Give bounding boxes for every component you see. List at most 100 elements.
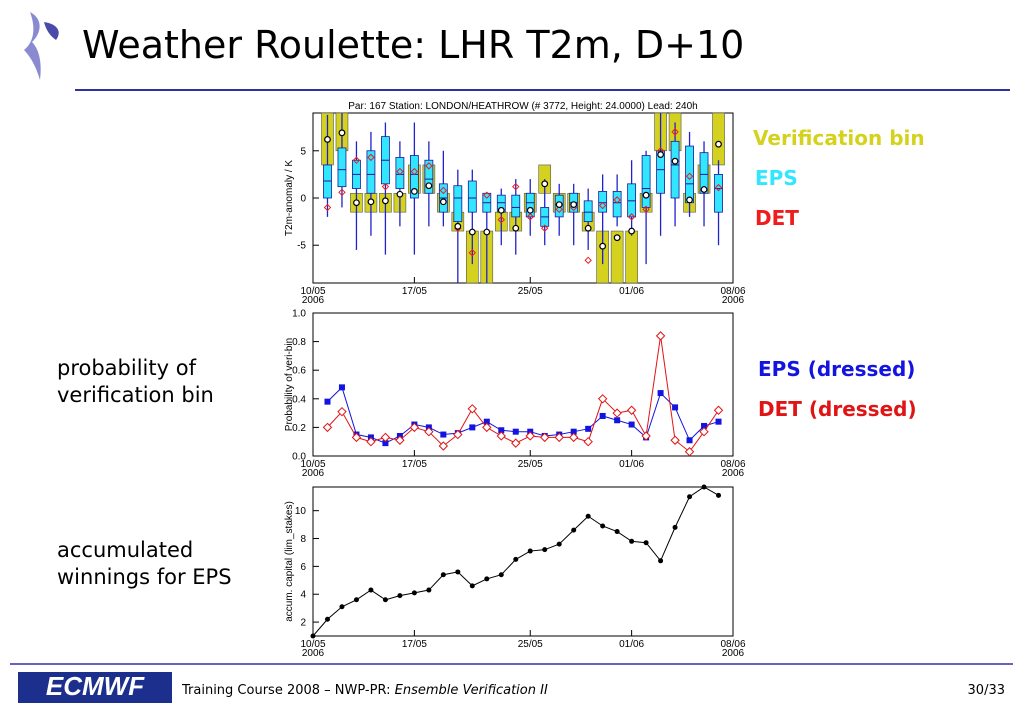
marker-diamond [525,431,535,441]
marker-diamond [554,432,564,443]
bird-wing [24,12,41,80]
marker-square [382,440,389,447]
eps-box [424,159,434,194]
marker-circle [614,529,620,535]
det-marker [483,191,491,199]
legend-eps: EPS [755,166,798,190]
marker-square [324,398,331,405]
y-tick-label: 1.0 [292,309,306,320]
eps-box [395,156,405,189]
marker-diamond [612,408,622,418]
det-marker [642,205,650,214]
x-tick-label: 10/05 [300,286,325,297]
marker-diamond [467,404,478,414]
det-marker [526,213,534,221]
marker-circle [658,558,664,564]
x-year-label: 2006 [722,295,745,306]
y-tick-label: 0 [300,194,306,205]
footer-course-text: Training Course 2008 – NWP-PR: [181,683,395,698]
marker-square [686,437,693,444]
y-tick-label: -5 [297,241,306,252]
observation [483,228,491,236]
marker-square [469,424,476,431]
y-tick-label: 0.0 [292,452,306,463]
x-tick-label: 10/05 [300,639,325,650]
verification-bin [610,230,624,284]
observation [526,206,534,214]
marker-square [483,418,490,425]
observation [439,198,447,206]
eps-box [467,180,477,213]
marker-diamond [699,426,709,437]
marker-circle [687,494,693,500]
observation [642,191,650,199]
det-marker [425,162,433,170]
marker-diamond [540,432,550,443]
y-tick-label: 10 [295,506,307,517]
marker-diamond [424,426,434,437]
observation [425,182,433,190]
y-tick-label: 4 [300,590,306,601]
eps-box [453,185,463,223]
observation [338,129,346,137]
label-winnings: accumulated winnings for EPS [57,538,232,589]
det-marker [352,156,361,164]
y-axis-label: T2m-anomaly / K [284,160,295,236]
observation [715,140,722,148]
observation [353,199,360,207]
marker-circle [440,572,446,578]
observation [555,201,563,209]
y-tick-label: 0.6 [292,366,306,377]
page-number: 30/33 [968,683,1005,698]
eps-box [598,190,608,213]
logo-text: ECMWF [46,671,145,701]
logo-box [18,672,172,703]
eps-box [525,192,535,218]
observation [613,234,621,242]
y-tick-label: 8 [300,534,306,545]
det-marker [323,203,332,212]
det-marker [367,153,375,162]
series-line [327,335,719,453]
verification-bin [712,112,725,166]
legend-det-dressed: DET (dressed) [758,397,917,421]
marker-circle [571,527,577,533]
marker-circle [339,604,345,610]
x-tick-label: 08/06 [720,286,745,297]
marker-diamond [366,436,376,447]
det-marker [512,182,520,191]
marker-diamond [322,422,333,433]
legend-verification: Verification bin [753,126,925,150]
y-tick-label: 0.8 [292,337,306,348]
marker-diamond [626,405,637,415]
marker-circle [600,523,606,529]
marker-square [599,412,606,419]
marker-diamond [583,436,593,447]
marker-square [657,390,664,397]
marker-square [672,404,679,411]
marker-circle [643,540,649,546]
det-marker [541,224,549,232]
marker-diamond [713,405,724,415]
observation [570,201,578,209]
observation [468,228,476,236]
marker-circle [411,590,417,596]
footer-course-italic: Ensemble Verification II [395,683,548,698]
det-marker [714,183,723,192]
marker-circle [498,572,504,578]
x-tick-label: 08/06 [720,459,745,470]
footer-course: Training Course 2008 – NWP-PR: Ensemble … [181,683,548,698]
marker-circle [716,492,722,498]
marker-circle [556,541,562,547]
marker-square [338,384,345,391]
det-marker [439,186,448,195]
det-marker [396,167,404,176]
marker-circle [672,524,678,530]
label-probability: probability of verification bin [57,356,214,407]
observation [700,186,708,193]
observation [324,136,331,143]
slide-title: Weather Roulette: LHR T2m, D+10 [82,23,744,67]
marker-square [440,431,447,438]
